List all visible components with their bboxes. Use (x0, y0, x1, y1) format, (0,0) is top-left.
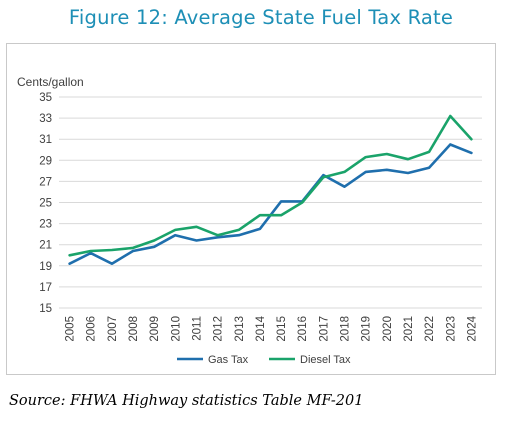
x-tick-label: 2010 (170, 316, 182, 342)
x-tick-label: 2005 (65, 316, 77, 342)
x-tick-label: 2016 (297, 316, 309, 342)
x-tick-label: 2007 (107, 316, 119, 342)
y-tick-label: 21 (39, 240, 52, 252)
series-lines (68, 114, 473, 265)
x-tick-label: 2024 (466, 315, 478, 341)
y-tick-label: 31 (39, 134, 52, 146)
x-tick-label: 2020 (382, 316, 394, 342)
x-tick-label: 2006 (86, 316, 98, 342)
x-tick-label: 2022 (424, 316, 436, 342)
line-chart: Cents/gallon 15 17 19 21 23 25 27 29 31 33 35 2005… (17, 75, 482, 366)
x-tick-label: 2013 (234, 316, 246, 342)
y-axis-ticks: 15 17 19 21 23 25 27 29 31 33 35 (39, 92, 52, 315)
y-tick-label: 35 (39, 92, 52, 104)
x-tick-label: 2023 (445, 316, 457, 342)
y-tick-label: 33 (39, 113, 52, 125)
y-axis-label: Cents/gallon (17, 75, 84, 89)
x-tick-label: 2012 (213, 316, 225, 342)
x-tick-label: 2018 (340, 316, 352, 342)
y-tick-label: 17 (39, 282, 52, 294)
y-tick-label: 25 (39, 198, 52, 210)
series-line-diesel-tax (68, 114, 473, 257)
y-tick-label: 15 (39, 303, 52, 315)
x-tick-label: 2009 (149, 316, 161, 342)
x-tick-label: 2015 (276, 316, 288, 342)
x-tick-label: 2017 (318, 316, 330, 342)
y-tick-label: 27 (39, 176, 52, 188)
figure-title: Figure 12: Average State Fuel Tax Rate (68, 6, 454, 29)
legend: Gas Tax Diesel Tax (177, 354, 351, 366)
y-tick-label: 23 (39, 219, 52, 231)
x-tick-label: 2014 (255, 315, 267, 341)
source-note: Source: FHWA Highway statistics Table MF… (9, 393, 364, 409)
x-tick-label: 2021 (403, 316, 415, 342)
x-tick-label: 2019 (361, 316, 373, 342)
x-tick-label: 2008 (128, 316, 140, 342)
y-tick-label: 29 (39, 155, 52, 167)
grid-lines (59, 96, 482, 309)
series-line-gas-tax (68, 143, 473, 265)
legend-label: Diesel Tax (300, 354, 351, 366)
chart-frame: Cents/gallon 15 17 19 21 23 25 27 29 31 33 35 2005… (6, 43, 496, 375)
x-axis-ticks: 2005 2006 2007 2008 2009 2010 2011 2012 2013 2014… (65, 315, 479, 341)
legend-label: Gas Tax (208, 354, 249, 366)
y-tick-label: 19 (39, 261, 52, 273)
x-tick-label: 2011 (191, 316, 203, 341)
